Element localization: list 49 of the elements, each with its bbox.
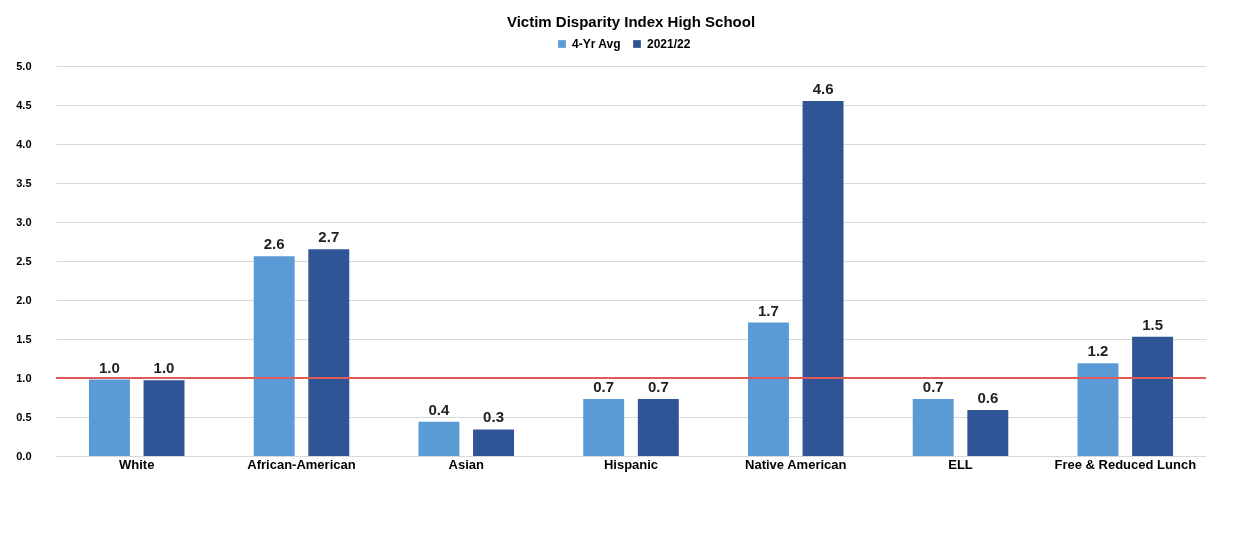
bar [143, 380, 185, 456]
x-tick-label: ELL [948, 456, 973, 472]
bar [88, 379, 130, 456]
y-tick-label: 4.5 [16, 98, 32, 111]
data-label: 2.7 [318, 228, 340, 246]
data-label: 0.7 [647, 378, 669, 396]
data-label: 0.7 [922, 378, 944, 396]
y-tick-label: 4.0 [16, 137, 32, 150]
y-tick-label: 2.5 [16, 254, 32, 267]
chart-title: Victim Disparity Index High School [506, 13, 756, 30]
x-tick-label: White [119, 456, 155, 472]
legend-label: 4-Yr Avg [572, 37, 621, 51]
data-label: 0.7 [593, 378, 615, 396]
bar [583, 399, 625, 456]
x-tick-label: Native American [745, 456, 847, 472]
y-tick-label: 1.5 [16, 332, 32, 345]
data-label: 0.4 [428, 400, 451, 418]
bar [253, 256, 295, 456]
x-tick-label: African-American [247, 456, 356, 472]
bar [418, 421, 460, 456]
bar [308, 249, 350, 456]
x-tick-label: Free & Reduced Lunch [1054, 456, 1197, 472]
bar [912, 399, 954, 456]
data-label: 1.7 [758, 301, 779, 319]
data-label: 4.6 [812, 80, 834, 98]
y-tick-label: 0.0 [16, 449, 32, 462]
data-label: 1.0 [153, 359, 175, 377]
y-tick-label: 1.0 [16, 371, 32, 384]
bar [1132, 336, 1174, 456]
bar [1077, 363, 1119, 456]
y-tick-label: 2.0 [16, 293, 32, 306]
bar [747, 322, 789, 456]
y-tick-label: 3.0 [16, 215, 32, 228]
legend-label: 2021/22 [647, 37, 691, 51]
data-label: 2.6 [263, 235, 285, 253]
data-label: 0.6 [977, 388, 999, 406]
data-label: 1.0 [99, 358, 120, 376]
data-label: 1.5 [1142, 315, 1163, 333]
data-label: 0.3 [483, 408, 504, 426]
data-label: 1.2 [1087, 342, 1109, 360]
bar [473, 429, 515, 456]
y-tick-label: 5.0 [16, 59, 32, 72]
x-tick-label: Asian [448, 456, 484, 472]
x-tick-label: Hispanic [603, 456, 659, 472]
bar [967, 409, 1009, 456]
y-tick-label: 0.5 [16, 410, 32, 423]
y-tick-label: 3.5 [16, 176, 32, 189]
bar [637, 399, 679, 456]
bar [802, 101, 844, 456]
